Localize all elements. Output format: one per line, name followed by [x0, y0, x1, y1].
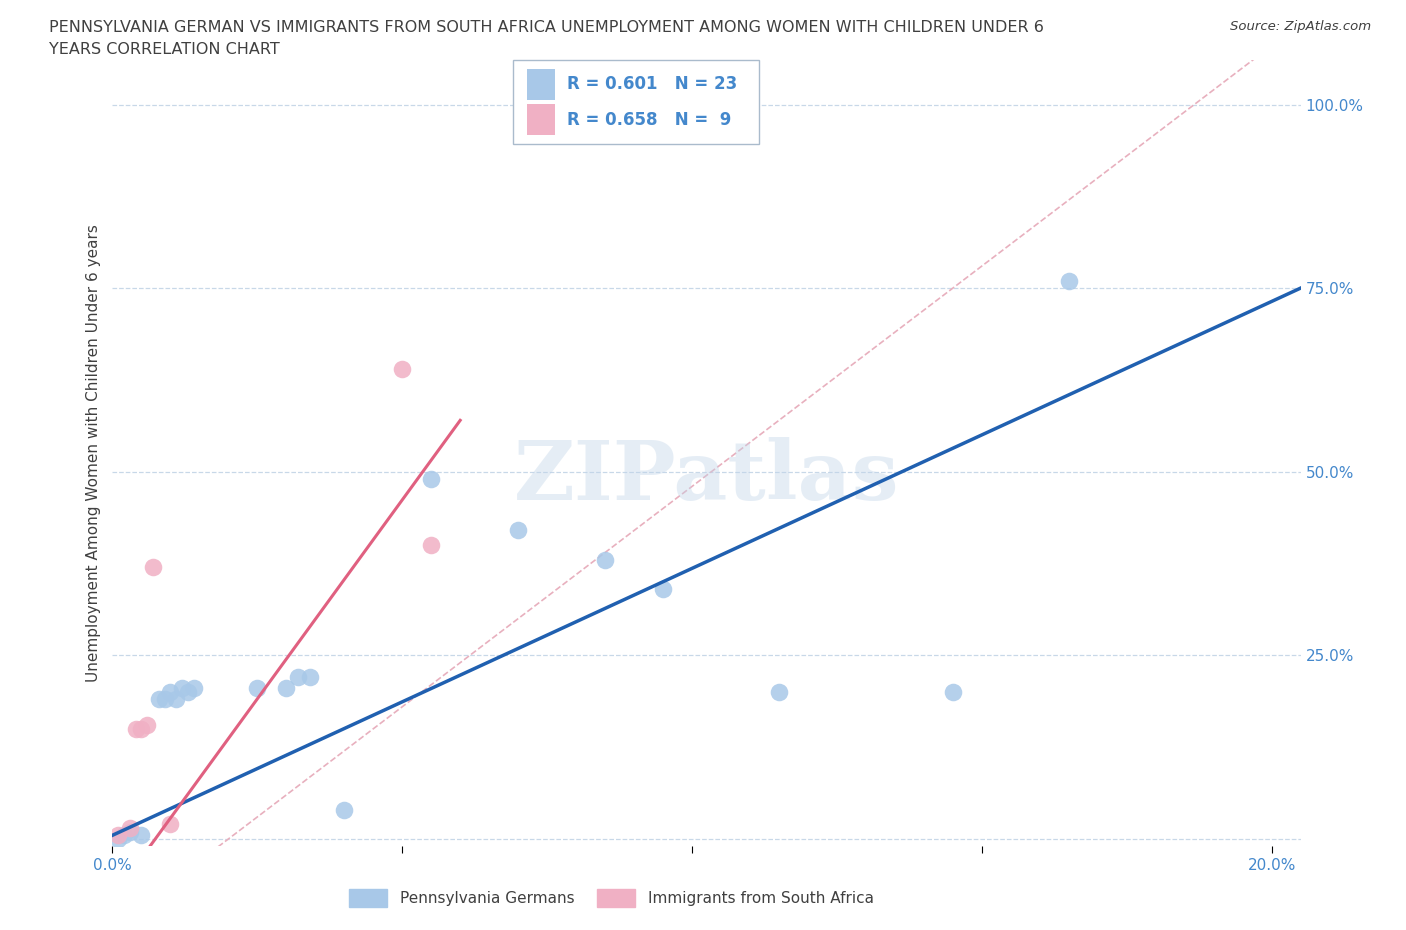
Point	[420, 538, 443, 552]
Point	[170, 681, 193, 696]
Point	[508, 523, 530, 538]
Point	[183, 681, 205, 696]
Text: PENNSYLVANIA GERMAN VS IMMIGRANTS FROM SOUTH AFRICA UNEMPLOYMENT AMONG WOMEN WIT: PENNSYLVANIA GERMAN VS IMMIGRANTS FROM S…	[49, 20, 1045, 35]
Point	[124, 722, 146, 737]
Text: R = 0.601   N = 23: R = 0.601 N = 23	[567, 75, 737, 93]
Point	[1057, 273, 1080, 288]
Legend: Pennsylvania Germans, Immigrants from South Africa: Pennsylvania Germans, Immigrants from So…	[343, 883, 880, 913]
Point	[177, 684, 200, 699]
Point	[118, 824, 141, 839]
Point	[136, 718, 159, 733]
Point	[768, 684, 790, 699]
Point	[107, 828, 129, 843]
Point	[246, 681, 269, 696]
Point	[593, 552, 616, 567]
Point	[942, 684, 965, 699]
Point	[131, 828, 153, 843]
Point	[165, 692, 187, 707]
Point	[276, 681, 298, 696]
Point	[159, 817, 181, 831]
Point	[652, 582, 675, 597]
Text: ZIPatlas: ZIPatlas	[513, 437, 900, 517]
Y-axis label: Unemployment Among Women with Children Under 6 years: Unemployment Among Women with Children U…	[86, 224, 101, 683]
Point	[142, 560, 165, 575]
Point	[131, 722, 153, 737]
Point	[298, 670, 321, 684]
Point	[159, 684, 181, 699]
Point	[118, 820, 141, 835]
Point	[107, 831, 129, 846]
Point	[153, 692, 176, 707]
Text: YEARS CORRELATION CHART: YEARS CORRELATION CHART	[49, 42, 280, 57]
Point	[420, 472, 443, 486]
Point	[391, 362, 413, 377]
Text: R = 0.658   N =  9: R = 0.658 N = 9	[567, 111, 731, 128]
Point	[112, 828, 135, 843]
Text: Source: ZipAtlas.com: Source: ZipAtlas.com	[1230, 20, 1371, 33]
Point	[287, 670, 309, 684]
Point	[148, 692, 170, 707]
Point	[333, 803, 356, 817]
